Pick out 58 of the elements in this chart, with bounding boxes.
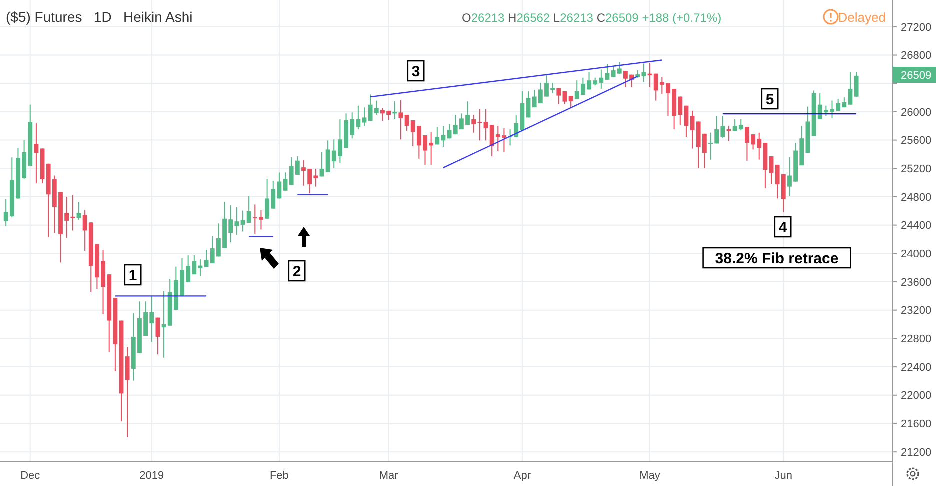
- candlestick: [605, 64, 610, 80]
- y-tick-label: 21600: [901, 418, 932, 431]
- y-tick-label: 23200: [901, 305, 932, 318]
- x-tick-label: Jun: [774, 470, 793, 482]
- candlestick: [240, 210, 246, 232]
- candlestick: [326, 140, 330, 173]
- candlestick: [34, 122, 39, 184]
- candlestick: [526, 90, 531, 118]
- candlestick: [690, 110, 695, 150]
- y-tick-label: 27200: [901, 22, 932, 34]
- y-tick-label: 22800: [901, 334, 932, 346]
- y-tick-label: 22000: [901, 390, 932, 402]
- x-tick-label: Feb: [270, 470, 289, 482]
- candlestick: [769, 156, 774, 186]
- candlestick: [246, 195, 252, 224]
- x-tick-label: Dec: [20, 470, 41, 482]
- candlestick: [398, 100, 404, 140]
- annotation: 38.2% Fib retrace: [715, 250, 839, 268]
- candlestick: [392, 101, 398, 120]
- y-tick-label: 26000: [901, 106, 932, 119]
- x-tick-label: Apr: [514, 470, 532, 482]
- candlestick: [447, 124, 452, 140]
- candlestick: [283, 172, 288, 192]
- annotation: 4: [778, 219, 788, 236]
- candlestick: [404, 114, 410, 132]
- candlestick: [854, 72, 859, 98]
- x-tick-label: May: [640, 470, 661, 482]
- candlestick: [556, 88, 562, 105]
- candlestick: [568, 96, 574, 108]
- annotation: 5: [766, 91, 774, 108]
- y-tick-label: 24800: [901, 192, 932, 204]
- y-tick-label: 21200: [901, 446, 932, 459]
- annotation: O26213 H26562 L26213 C26509 +188 (+0.71%): [462, 11, 722, 25]
- candlestick: [125, 346, 130, 438]
- text: 26509: [901, 70, 932, 82]
- annotation: 2: [292, 263, 302, 280]
- candlestick: [484, 108, 488, 142]
- y-tick-label: 22400: [901, 362, 932, 374]
- candlestick: [82, 210, 88, 252]
- candlestick: [362, 107, 367, 127]
- x-tick-label: Mar: [379, 470, 399, 482]
- y-tick-label: 25200: [901, 163, 932, 176]
- candlestick: [204, 249, 209, 268]
- annotation: Delayed: [838, 10, 886, 25]
- candlestick: [684, 105, 689, 138]
- y-tick-label: 24000: [901, 248, 932, 261]
- x-tick-label: 2019: [140, 470, 164, 482]
- candlestick: [562, 90, 568, 105]
- annotation: 3: [412, 63, 420, 80]
- y-tick-label: 25600: [901, 135, 932, 148]
- y-tick-label: 26800: [901, 50, 932, 62]
- candlestick: [848, 72, 853, 106]
- y-tick-label: 24400: [901, 220, 932, 232]
- candlestick: [435, 126, 440, 146]
- y-tick-label: 23600: [901, 276, 932, 289]
- text: ($5) Futures 1D Heikin Ashi: [6, 9, 193, 25]
- candlestick: [156, 317, 160, 356]
- annotation: 1: [128, 267, 138, 284]
